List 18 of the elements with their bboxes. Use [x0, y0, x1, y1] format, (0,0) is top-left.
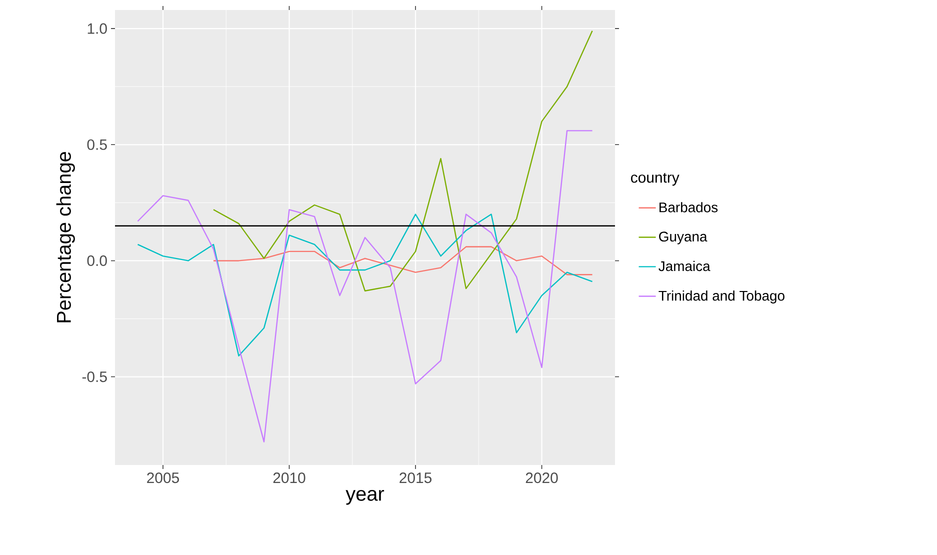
x-tick-label: 2010	[273, 472, 306, 484]
y-tick-label: 0.0	[87, 255, 107, 266]
legend-label: Guyana	[659, 232, 708, 244]
line-series	[137, 214, 593, 356]
legend-title: country	[631, 172, 680, 186]
line-series	[212, 30, 593, 292]
x-tick-label: 2020	[526, 472, 558, 484]
legend-label: Trinidad and Tobago	[658, 290, 784, 304]
x-tick-label: 2015	[400, 472, 432, 484]
y-tick-label: 0.5	[87, 139, 107, 150]
line-series	[137, 130, 593, 442]
x-tick-label: 2005	[147, 472, 179, 484]
y-axis-title: Percentage change	[56, 152, 75, 322]
y-tick-label: -0.5	[82, 371, 107, 382]
y-tick-label: 1.0	[88, 23, 107, 34]
x-axis-title: year	[346, 490, 384, 505]
legend-label: Barbados	[660, 202, 718, 212]
legend-label: Jamaica	[658, 260, 710, 272]
